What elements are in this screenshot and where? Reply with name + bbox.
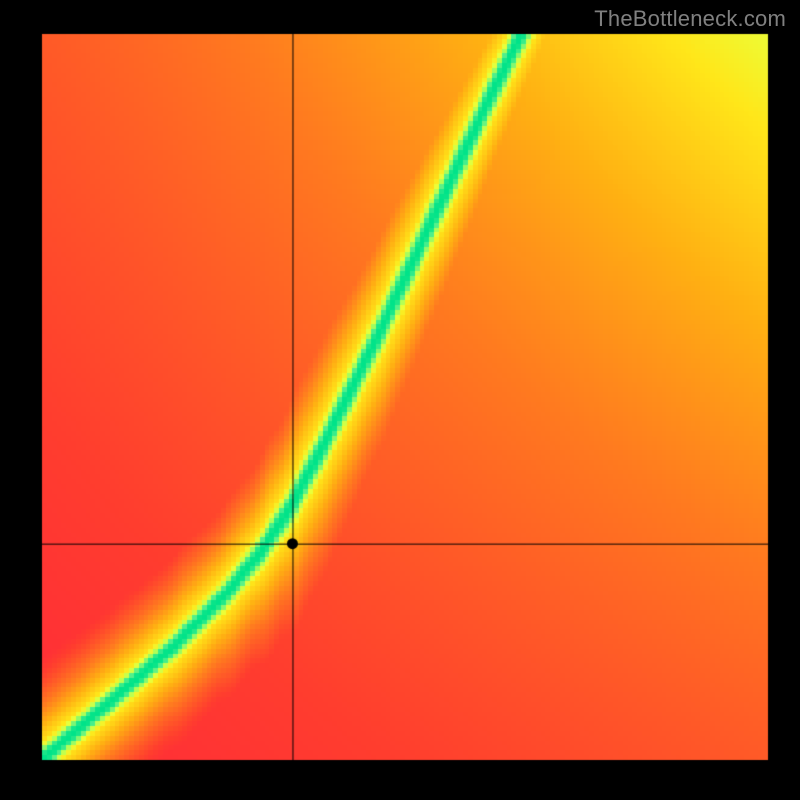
chart-container: TheBottleneck.com bbox=[0, 0, 800, 800]
heatmap-canvas bbox=[0, 0, 800, 800]
watermark-text: TheBottleneck.com bbox=[594, 6, 786, 32]
